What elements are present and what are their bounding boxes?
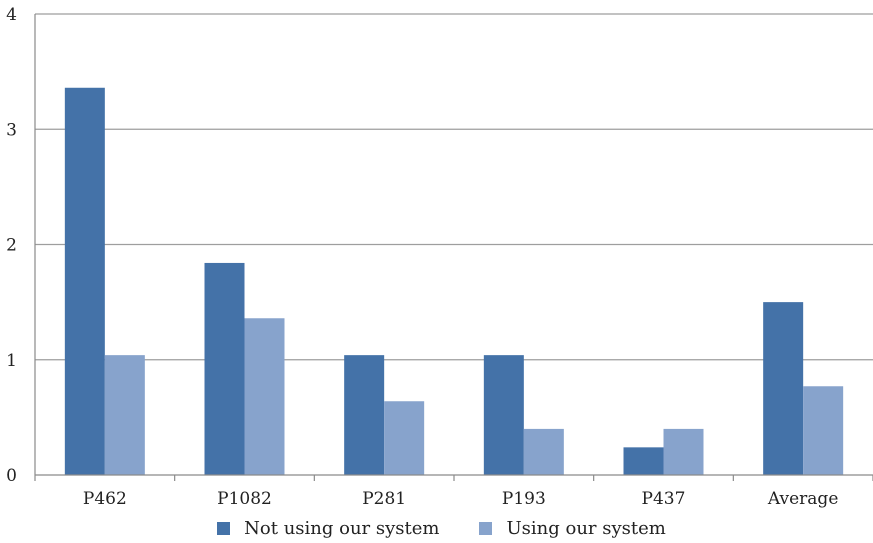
x-tick-label: Average [767, 489, 838, 509]
y-tick-label: 3 [6, 120, 17, 140]
x-tick-label: P281 [362, 489, 406, 509]
bar-p437-series-1 [623, 447, 664, 475]
axes [34, 14, 873, 481]
legend-swatch-series-1 [217, 521, 231, 535]
bar-p437-series-2 [663, 428, 704, 475]
bar-p1082-series-2 [244, 318, 285, 475]
legend-label-series-1: Not using our system [244, 517, 440, 539]
bar-p193-series-2 [523, 428, 564, 475]
gridlines [35, 13, 873, 361]
x-tick-label: P462 [83, 489, 127, 509]
bar-p193-series-1 [483, 355, 524, 475]
legend-swatch-series-2 [479, 521, 493, 535]
bar-p462-series-1 [64, 87, 105, 475]
bar-p1082-series-1 [204, 262, 245, 475]
y-tick-label: 4 [6, 5, 17, 25]
y-tick-label: 0 [6, 466, 17, 486]
legend-item-series-1: Not using our system [217, 518, 439, 539]
bar-average-series-1 [763, 302, 804, 475]
legend-item-series-2: Using our system [479, 517, 666, 539]
legend: Not using our system Using our system [0, 514, 873, 542]
x-tick-label: P437 [642, 489, 686, 509]
y-tick-label: 2 [6, 236, 17, 256]
bar-average-series-2 [803, 386, 844, 475]
bar-p462-series-2 [104, 355, 145, 475]
bar-p281-series-2 [384, 401, 425, 475]
bars [64, 87, 844, 475]
x-tick-label: P1082 [217, 489, 272, 509]
x-tick-label: P193 [502, 489, 546, 509]
tick-labels: 0 1 2 3 4 P462 P1082 P281 P193 P437 Average [6, 5, 838, 509]
y-tick-label: 1 [6, 351, 17, 371]
legend-label-series-2: Using our system [506, 517, 666, 539]
bar-p281-series-1 [344, 355, 385, 475]
